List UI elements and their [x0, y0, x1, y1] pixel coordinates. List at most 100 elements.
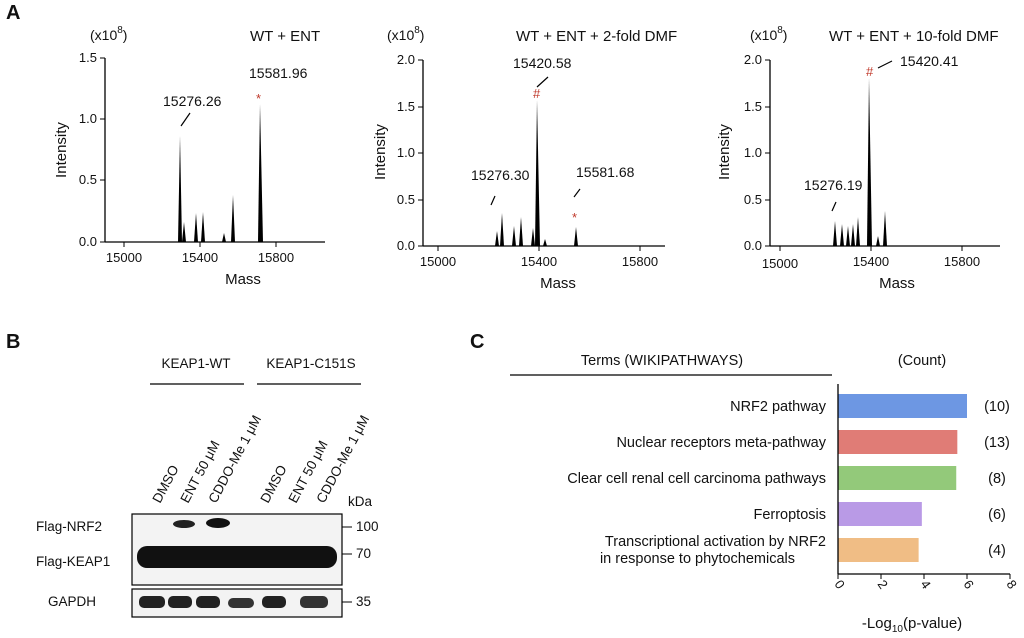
peak — [851, 224, 855, 246]
x-tick-label: 15800 — [258, 250, 294, 265]
x-tick-label: 15800 — [622, 254, 658, 269]
peak — [512, 226, 516, 246]
y-tick-label: 0.0 — [744, 238, 762, 253]
y-tick-label: 0.5 — [744, 192, 762, 207]
y-tick-label: 1.0 — [397, 145, 415, 160]
peak — [231, 195, 235, 242]
peak — [876, 236, 880, 246]
peak-label: 15276.26 — [163, 93, 222, 109]
x-ticks-3: 15000 15400 15800 — [762, 246, 980, 271]
y-tick-label: 0.0 — [79, 234, 97, 249]
x-tick-label: 15000 — [106, 250, 142, 265]
y-axis-title-3: Intensity — [716, 124, 733, 180]
category-label: NRF2 pathway — [730, 399, 827, 415]
y-ticks-2: 0.0 0.5 1.0 1.5 2.0 — [397, 52, 423, 253]
y-tick-label: 1.5 — [79, 50, 97, 65]
spectrum-3: (x108) WT + ENT + 10-fold DMF Intensity … — [716, 25, 1000, 292]
band-keap1 — [137, 546, 337, 568]
peak-label: 15420.58 — [513, 55, 572, 71]
y-ticks-1: 0.0 0.5 1.0 1.5 — [79, 50, 105, 249]
adduct-marker-star: * — [572, 210, 577, 225]
x-tick-label: 15400 — [182, 250, 218, 265]
terms-header: Terms (WIKIPATHWAYS) — [581, 353, 743, 369]
x-axis-title-3: Mass — [879, 275, 915, 292]
x-tick-label: 0 — [832, 577, 848, 592]
peak — [222, 233, 226, 242]
peak — [840, 224, 844, 246]
y-tick-label: 0.5 — [79, 172, 97, 187]
peak — [178, 136, 182, 242]
x-tick-label: 8 — [1004, 577, 1020, 592]
x-ticks-1: 15000 15400 15800 — [106, 242, 294, 265]
band-gapdh — [139, 596, 165, 608]
kda-marker: 100 — [356, 519, 379, 534]
spectrum-1: (x108) WT + ENT Intensity 0.0 0.5 1.0 1.… — [53, 25, 325, 288]
row-label: GAPDH — [48, 594, 96, 609]
x-axis-title-2: Mass — [540, 275, 576, 292]
peak — [846, 226, 850, 246]
kda-marker: 35 — [356, 594, 371, 609]
adduct-marker: * — [256, 91, 261, 106]
category-label: Ferroptosis — [753, 507, 826, 523]
count-label: (13) — [984, 435, 1010, 451]
peak — [519, 217, 523, 246]
y-axis-title-2: Intensity — [372, 124, 389, 180]
y-tick-label: 1.0 — [744, 145, 762, 160]
group-label: KEAP1-C151S — [266, 356, 355, 371]
scale-label-3: (x108) — [750, 25, 787, 43]
band-gapdh — [300, 596, 328, 608]
y-axis-title-1: Intensity — [53, 122, 70, 178]
peak-label: 15276.19 — [804, 177, 863, 193]
y-tick-label: 2.0 — [397, 52, 415, 67]
peak-label: 15581.96 — [249, 65, 308, 81]
peak — [543, 239, 547, 246]
group-label: KEAP1-WT — [161, 356, 230, 371]
bar — [838, 538, 919, 562]
peak-label: 15276.30 — [471, 167, 530, 183]
peak — [531, 228, 535, 246]
spectrum-title-2: WT + ENT + 2-fold DMF — [516, 28, 677, 45]
peak — [500, 213, 504, 246]
count-label: (6) — [988, 507, 1006, 523]
y-tick-label: 0.0 — [397, 238, 415, 253]
panel-letter-c: C — [470, 331, 484, 353]
x-tick-label: 15400 — [853, 254, 889, 269]
band-gapdh — [262, 596, 286, 608]
category-label: Clear cell renal cell carcinoma pathways — [567, 471, 826, 487]
y-tick-label: 1.5 — [744, 99, 762, 114]
peak — [883, 211, 887, 246]
bar — [838, 502, 922, 526]
peak — [495, 231, 499, 246]
panel-letter-a: A — [6, 2, 20, 24]
category-label: Nuclear receptors meta-pathway — [616, 435, 826, 451]
peak — [194, 213, 198, 242]
spectrum-2: (x108) WT + ENT + 2-fold DMF Intensity 0… — [372, 25, 677, 292]
peak — [867, 78, 872, 246]
spectrum-peaks-3 — [833, 78, 887, 246]
panel-letter-b: B — [6, 331, 20, 353]
peak — [258, 104, 263, 242]
count-label: (4) — [988, 543, 1006, 559]
x-tick-label: 15800 — [944, 254, 980, 269]
x-ticks-2: 15000 15400 15800 — [420, 246, 658, 269]
scale-label-1: (x108) — [90, 25, 127, 43]
x-tick-label: 15400 — [521, 254, 557, 269]
kda-marker: 70 — [356, 546, 371, 561]
y-ticks-3: 0.0 0.5 1.0 1.5 2.0 — [744, 52, 770, 253]
count-label: (8) — [988, 471, 1006, 487]
row-label: Flag-NRF2 — [36, 519, 102, 534]
count-header: (Count) — [898, 353, 946, 369]
y-tick-label: 2.0 — [744, 52, 762, 67]
x-tick-label: 2 — [875, 577, 891, 592]
count-label: (10) — [984, 399, 1010, 415]
y-tick-label: 0.5 — [397, 192, 415, 207]
y-tick-label: 1.0 — [79, 111, 97, 126]
kda-label: kDa — [348, 494, 372, 509]
peak-label: 15581.68 — [576, 164, 635, 180]
x-tick-label: 4 — [918, 577, 934, 592]
western-blot: KEAP1-WT KEAP1-C151S DMSO ENT 50 μM CDDO… — [36, 356, 379, 618]
peak-label: 15420.41 — [900, 53, 959, 69]
peak — [856, 217, 860, 246]
x-tick-label: 15000 — [420, 254, 456, 269]
